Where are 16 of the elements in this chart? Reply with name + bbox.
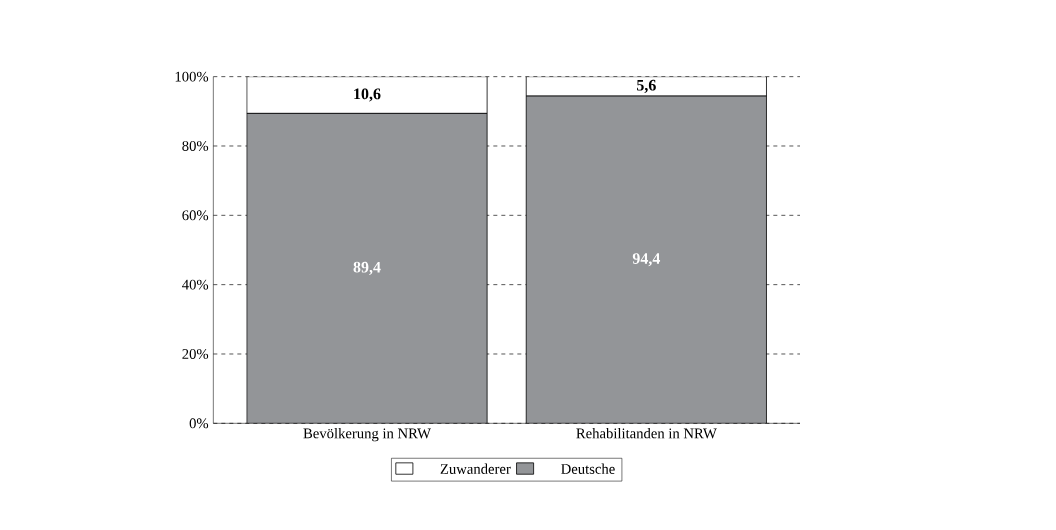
y-tick-label: 100% xyxy=(175,71,209,82)
y-tick-label: 80% xyxy=(182,141,209,151)
y-tick-label: 20% xyxy=(182,349,209,359)
y-tick-label: 40% xyxy=(182,279,209,290)
bar xyxy=(525,95,767,424)
data-label: 10,6 xyxy=(354,88,381,102)
x-tick-label: Rehabilitanden in NRW xyxy=(576,428,717,439)
data-label: 5,6 xyxy=(637,79,656,93)
data-label: 89,4 xyxy=(353,261,381,275)
text: Deutsche xyxy=(561,463,615,474)
legend-label: Zuwanderer xyxy=(440,463,511,474)
bar xyxy=(246,113,488,424)
y-tick-label: 60% xyxy=(182,210,209,221)
x-tick-label: Bevölkerung in NRW xyxy=(303,428,431,442)
data-label: 94,4 xyxy=(632,253,661,267)
y-tick-label: 0% xyxy=(189,418,209,429)
